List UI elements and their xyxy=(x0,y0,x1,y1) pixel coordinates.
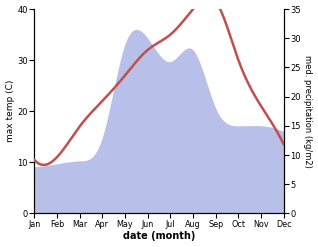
X-axis label: date (month): date (month) xyxy=(123,231,195,242)
Y-axis label: med. precipitation (kg/m2): med. precipitation (kg/m2) xyxy=(303,55,313,168)
Y-axis label: max temp (C): max temp (C) xyxy=(5,80,15,143)
